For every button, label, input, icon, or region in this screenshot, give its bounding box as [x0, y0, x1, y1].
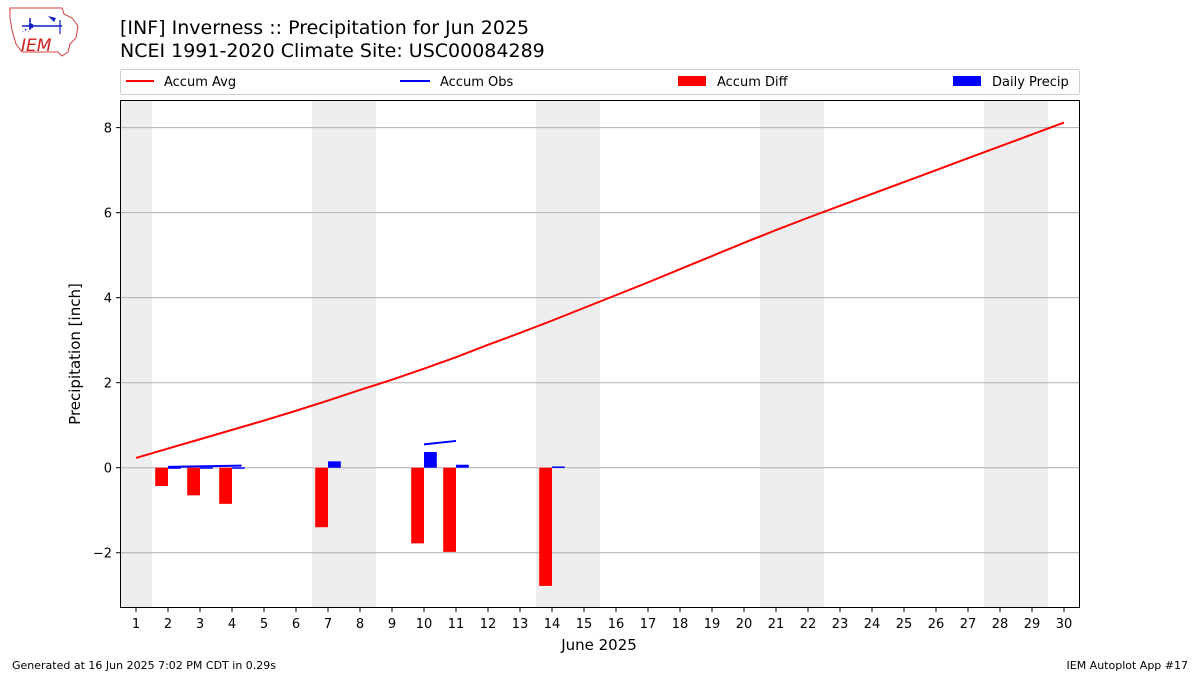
daily-precip-bar: [552, 466, 565, 468]
y-tick-label: 8: [104, 122, 112, 137]
chart-title: [INF] Inverness :: Precipitation for Jun…: [120, 17, 530, 39]
y-tick-label: 0: [104, 462, 112, 477]
x-tick-label: 19: [704, 617, 721, 632]
weekend-shade: [120, 100, 152, 608]
x-axis-label: June 2025: [560, 636, 637, 654]
footer-app-label: IEM Autoplot App #17: [1066, 659, 1189, 672]
x-tick-label: 30: [1056, 617, 1073, 632]
weekend-shade: [984, 100, 1016, 608]
accum-diff-bar: [443, 467, 456, 552]
x-tick-label: 23: [832, 617, 849, 632]
accum-diff-bar: [411, 467, 424, 544]
accum-obs-line: [423, 439, 457, 446]
legend-swatch-daily-precip: [953, 76, 981, 86]
x-tick-label: 15: [576, 617, 593, 632]
y-axis-label: Precipitation [inch]: [66, 283, 84, 425]
weekend-shade: [1016, 100, 1048, 608]
x-tick-label: 5: [260, 617, 268, 632]
y-tick-label: 2: [104, 377, 112, 392]
weekend-shade: [312, 100, 344, 608]
x-tick-label: 1: [132, 617, 140, 632]
accum-diff-bar: [219, 467, 232, 504]
y-tick-label: −2: [93, 547, 112, 562]
daily-precip-bar: [456, 464, 469, 468]
legend-label-accum-avg: Accum Avg: [164, 75, 236, 90]
x-tick-label: 12: [480, 617, 497, 632]
x-tick-label: 18: [672, 617, 689, 632]
weekend-shade: [344, 100, 376, 608]
accum-diff-bar: [187, 467, 200, 496]
weekend-shade: [568, 100, 600, 608]
daily-precip-bar: [424, 451, 437, 468]
footer-generated-text: Generated at 16 Jun 2025 7:02 PM CDT in …: [12, 659, 277, 672]
x-tick-label: 21: [768, 617, 785, 632]
x-tick-label: 4: [228, 617, 236, 632]
weekend-shade: [760, 100, 792, 608]
x-tick-label: 27: [960, 617, 977, 632]
x-tick-label: 14: [544, 617, 561, 632]
accum-avg-line: [135, 121, 1065, 459]
y-tick-label: 4: [104, 292, 112, 307]
x-tick-label: 7: [324, 617, 332, 632]
x-tick-label: 2: [164, 617, 172, 632]
accum-diff-bar: [315, 467, 328, 528]
daily-precip-bar: [168, 467, 181, 469]
x-tick-label: 26: [928, 617, 945, 632]
accum-diff-bar: [155, 467, 168, 486]
x-tick-label: 24: [864, 617, 881, 632]
x-tick-label: 28: [992, 617, 1009, 632]
chart-subtitle: NCEI 1991-2020 Climate Site: USC00084289: [120, 40, 545, 62]
legend: Accum Avg Accum Obs Accum Diff Daily Pre…: [120, 69, 1080, 95]
logo-text: IEM: [21, 36, 52, 56]
iem-logo: .•. IEM: [9, 7, 79, 57]
y-tick-label: 6: [104, 207, 112, 222]
x-tick-label: 6: [292, 617, 300, 632]
daily-precip-bar: [328, 461, 341, 468]
x-tick-label: 8: [356, 617, 364, 632]
x-tick-label: 13: [512, 617, 529, 632]
x-tick-label: 17: [640, 617, 657, 632]
x-tick-label: 10: [416, 617, 433, 632]
legend-label-daily-precip: Daily Precip: [992, 75, 1069, 90]
x-tick-label: 20: [736, 617, 753, 632]
daily-precip-bar: [200, 467, 213, 469]
accum-diff-bar: [539, 467, 552, 586]
legend-swatch-accum-diff: [678, 76, 706, 86]
x-tick-label: 11: [448, 617, 465, 632]
plot-frame: [120, 100, 1080, 608]
x-tick-label: 29: [1024, 617, 1041, 632]
x-tick-label: 25: [896, 617, 913, 632]
x-tick-label: 16: [608, 617, 625, 632]
svg-text:.•.: .•.: [22, 27, 29, 34]
x-tick-label: 22: [800, 617, 817, 632]
x-tick-label: 9: [388, 617, 396, 632]
legend-label-accum-obs: Accum Obs: [440, 75, 513, 90]
legend-label-accum-diff: Accum Diff: [717, 75, 789, 90]
weekend-shade: [792, 100, 824, 608]
accum-obs-line: [167, 464, 242, 468]
x-tick-label: 3: [196, 617, 204, 632]
daily-precip-bar: [232, 467, 245, 469]
